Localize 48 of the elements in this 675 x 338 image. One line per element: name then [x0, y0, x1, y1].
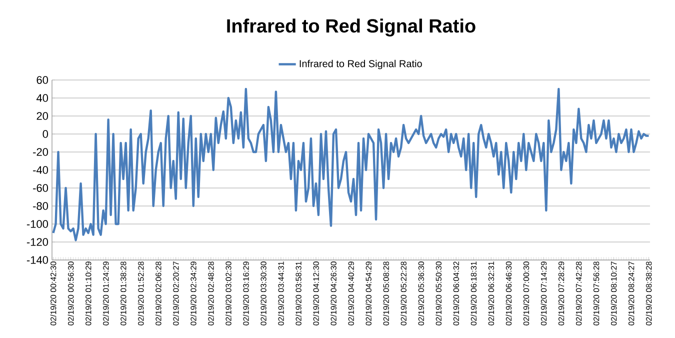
x-tick-label: 02/19/20 02:34:29 — [190, 262, 196, 326]
x-tick-label: 02/19/20 07:00:30 — [523, 262, 530, 326]
y-tick-label: 0 — [42, 130, 48, 138]
y-tick-label: -60 — [33, 184, 48, 192]
y-tick-label: -140 — [26, 256, 48, 264]
x-tick-label: 02/19/20 08:24:27 — [628, 262, 634, 326]
x-tick-label: 02/19/20 04:54:29 — [366, 262, 372, 326]
x-tick-label: 02/19/20 01:52:28 — [138, 262, 144, 326]
x-tick-label: 02/19/20 08:10:27 — [610, 262, 617, 326]
x-tick-label: 02/19/20 06:04:32 — [453, 262, 460, 326]
x-tick-label: 02/19/20 05:08:28 — [383, 262, 389, 326]
x-tick-label: 02/19/20 00:56:30 — [68, 262, 74, 326]
x-tick-label: 02/19/20 02:48:28 — [208, 262, 214, 326]
x-tick-label: 02/19/20 02:20:27 — [172, 262, 179, 326]
x-tick-label: 02/19/20 07:28:29 — [558, 262, 564, 326]
x-tick-label: 02/19/20 05:22:28 — [400, 262, 406, 326]
x-tick-label: 02/19/20 04:40:29 — [348, 262, 354, 326]
x-tick-label: 02/19/20 06:46:30 — [506, 262, 512, 326]
x-tick-label: 02/19/20 01:10:29 — [85, 262, 92, 326]
x-tick-label: 02/19/20 04:12:30 — [313, 262, 319, 326]
x-tick-label: 02/19/20 08:38:28 — [646, 262, 652, 326]
x-tick-label: 02/19/20 05:50:30 — [436, 262, 442, 326]
x-tick-label: 02/19/20 06:32:31 — [488, 262, 494, 326]
x-tick-label: 02/19/20 07:42:28 — [576, 262, 582, 326]
x-tick-label: 02/19/20 07:56:28 — [593, 262, 600, 326]
x-tick-label: 02/19/20 01:24:29 — [102, 262, 109, 326]
legend-label: Infrared to Red Signal Ratio — [300, 60, 422, 70]
y-tick-label: 60 — [36, 76, 48, 84]
x-tick-label: 02/19/20 03:02:30 — [225, 262, 232, 326]
y-tick-label: 20 — [36, 112, 48, 120]
chart-title: Infrared to Red Signal Ratio — [227, 18, 476, 36]
y-tick-label: -40 — [33, 166, 48, 174]
y-tick-label: 40 — [36, 94, 48, 102]
x-tick-label: 02/19/20 03:16:29 — [242, 262, 249, 326]
x-tick-label: 02/19/20 03:30:30 — [260, 262, 266, 326]
x-tick-label: 02/19/20 03:58:31 — [296, 262, 302, 326]
y-tick-label: -80 — [33, 202, 48, 210]
x-tick-label: 02/19/20 06:18:31 — [470, 262, 477, 326]
y-tick-label: -100 — [26, 220, 48, 228]
x-tick-label: 02/19/20 04:26:30 — [330, 262, 336, 326]
x-tick-label: 02/19/20 00:42:30 — [50, 262, 56, 326]
y-tick-label: -20 — [33, 148, 48, 156]
x-tick-label: 02/19/20 05:36:30 — [418, 262, 424, 326]
x-tick-label: 02/19/20 03:44:31 — [278, 262, 284, 326]
x-tick-label: 02/19/20 01:38:28 — [120, 262, 126, 326]
x-tick-label: 02/19/20 07:14:29 — [540, 262, 547, 326]
y-tick-label: -120 — [26, 238, 48, 246]
x-tick-label: 02/19/20 02:06:28 — [155, 262, 162, 326]
